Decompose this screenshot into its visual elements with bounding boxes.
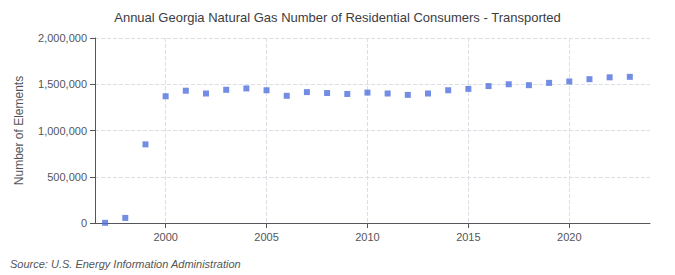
svg-text:1,000,000: 1,000,000 — [38, 125, 87, 137]
svg-text:Source: U.S. Energy Informatio: Source: U.S. Energy Information Administ… — [10, 258, 241, 270]
svg-text:Number of Elements: Number of Elements — [12, 76, 26, 185]
svg-text:2,000,000: 2,000,000 — [38, 32, 87, 44]
svg-text:2000: 2000 — [153, 231, 177, 243]
svg-text:2010: 2010 — [355, 231, 379, 243]
svg-text:Annual Georgia Natural Gas Num: Annual Georgia Natural Gas Number of Res… — [114, 10, 561, 25]
svg-text:500,000: 500,000 — [47, 171, 87, 183]
svg-text:2005: 2005 — [254, 231, 278, 243]
svg-text:1,500,000: 1,500,000 — [38, 78, 87, 90]
svg-text:2020: 2020 — [557, 231, 581, 243]
svg-text:0: 0 — [81, 217, 87, 229]
svg-text:2015: 2015 — [456, 231, 480, 243]
